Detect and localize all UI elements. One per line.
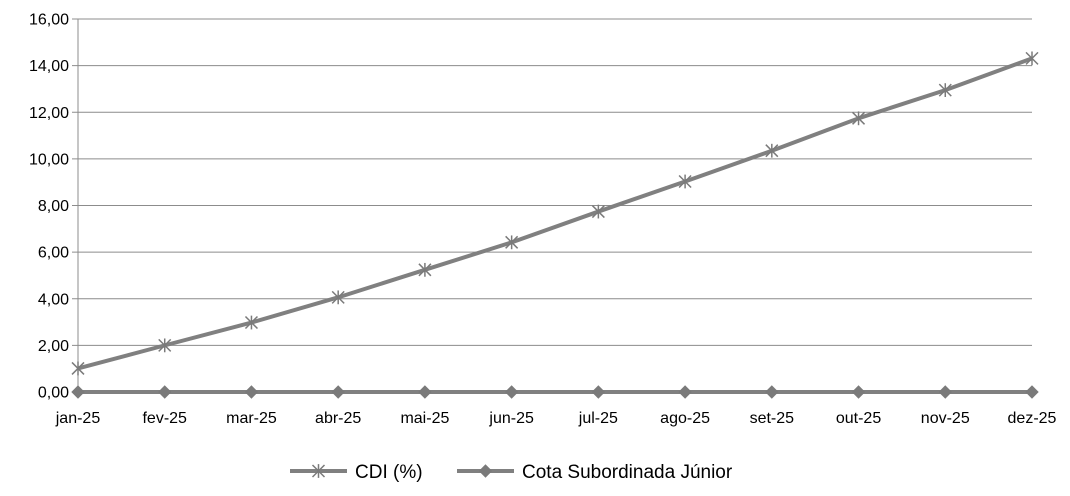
legend-marker-shape-1	[478, 464, 493, 478]
x-tick-label-7: ago-25	[660, 410, 710, 427]
point-cota-subordinada-8	[765, 385, 779, 399]
point-cdi-9	[852, 111, 866, 126]
x-tick-label-6: jul-25	[578, 410, 618, 427]
x-tick-label-4: mai-25	[400, 410, 449, 427]
y-tick-label-5: 10,00	[29, 151, 69, 168]
point-cdi-4	[418, 262, 432, 277]
y-tick-label-1: 2,00	[38, 338, 69, 355]
point-cota-subordinada-7	[678, 385, 692, 399]
legend-marker-cota-subordinada	[478, 464, 493, 478]
point-cdi-11	[1025, 51, 1039, 66]
point-cdi-1	[158, 338, 172, 353]
x-tick-label-8: set-25	[750, 410, 795, 427]
y-tick-label-8: 16,00	[29, 12, 69, 29]
point-cota-subordinada-3	[331, 385, 345, 399]
legend-marker-cdi	[311, 464, 326, 478]
point-cdi-7	[678, 174, 692, 189]
x-tick-label-1: fev-25	[142, 410, 187, 427]
point-cota-subordinada-10	[938, 385, 952, 399]
y-tick-label-7: 14,00	[29, 58, 69, 75]
point-cdi-6	[591, 204, 605, 219]
point-cota-subordinada-5	[504, 385, 519, 399]
point-cdi-10	[938, 83, 952, 98]
point-cdi-8	[765, 143, 779, 158]
y-axis: 0,00 2,00 4,00 6,00 8,00 10,00 12,00 14,00 16,00	[29, 12, 79, 402]
point-cdi-5	[505, 235, 519, 250]
point-cota-subordinada-6	[591, 385, 606, 399]
legend-item-cdi: CDI (%)	[290, 462, 423, 483]
point-cota-subordinada-0	[71, 385, 85, 399]
x-tick-label-3: abr-25	[315, 410, 361, 427]
y-tick-label-6: 12,00	[29, 105, 69, 122]
point-cdi-2	[244, 315, 258, 330]
point-cdi-0	[71, 361, 85, 376]
x-tick-label-0: jan-25	[55, 410, 101, 427]
y-tick-label-3: 6,00	[38, 245, 69, 262]
legend-label-cota-subordinada: Cota Subordinada Júnior	[522, 462, 733, 483]
point-cota-subordinada-11	[1025, 385, 1039, 399]
legend-marker-shape-0	[311, 464, 326, 478]
point-cota-subordinada-9	[851, 385, 866, 399]
point-cota-subordinada-4	[418, 385, 432, 399]
legend-label-cdi: CDI (%)	[355, 462, 423, 483]
legend-item-cota-subordinada: Cota Subordinada Júnior	[457, 462, 733, 483]
point-cota-subordinada-2	[244, 385, 259, 399]
legend: CDI (%) Cota Subordinada Júnior	[290, 462, 733, 483]
gridlines	[78, 18, 1032, 393]
point-cota-subordinada-1	[158, 385, 172, 399]
x-axis: jan-25 fev-25 mar-25 abr-25 mai-25 jun-25 jul-…	[55, 391, 1057, 427]
point-cdi-3	[331, 290, 345, 305]
x-tick-label-9: out-25	[836, 410, 881, 427]
x-tick-label-5: jun-25	[488, 410, 534, 427]
y-tick-label-0: 0,00	[38, 385, 69, 402]
x-tick-label-11: dez-25	[1008, 410, 1057, 427]
series-line-cdi	[77, 56, 1033, 371]
series-layer	[71, 51, 1039, 399]
x-tick-label-10: nov-25	[921, 410, 970, 427]
y-tick-label-2: 4,00	[38, 291, 69, 308]
x-tick-label-2: mar-25	[226, 410, 277, 427]
y-tick-label-4: 8,00	[38, 198, 69, 215]
